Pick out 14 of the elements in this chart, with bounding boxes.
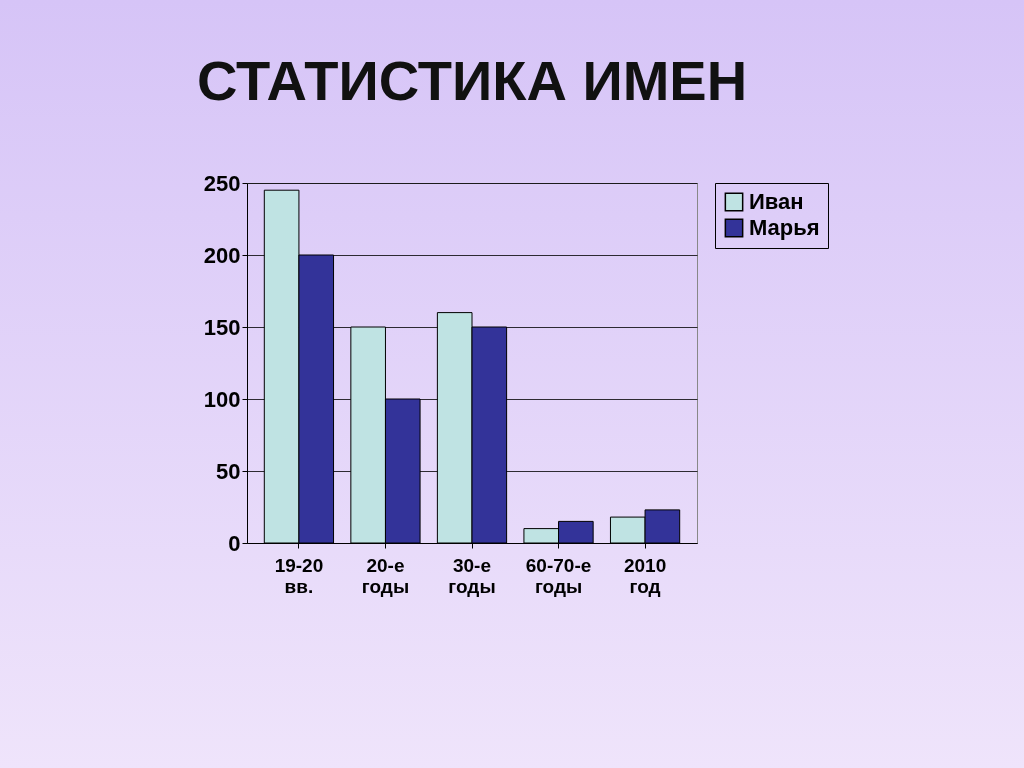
y-tick-label: 100	[203, 386, 240, 412]
y-tick-label: 200	[203, 242, 240, 268]
y-tick-label: 50	[215, 458, 240, 484]
y-tick-label: 150	[203, 314, 240, 340]
x-tick-label: 60-70-е годы	[525, 554, 591, 597]
legend-label: Марья	[748, 215, 820, 240]
x-tick-label: 2010 год	[623, 554, 666, 597]
legend-label: Иван	[748, 189, 804, 214]
x-tick-label: 19-20 вв.	[274, 554, 323, 597]
y-tick-label: 250	[203, 170, 240, 196]
x-tick-label: 30-е годы	[447, 554, 496, 597]
x-tick-label: 20-е годы	[361, 554, 409, 597]
chart-title: СТАТИСТИКА ИМЕН	[196, 49, 747, 112]
y-tick-label: 0	[227, 530, 240, 556]
